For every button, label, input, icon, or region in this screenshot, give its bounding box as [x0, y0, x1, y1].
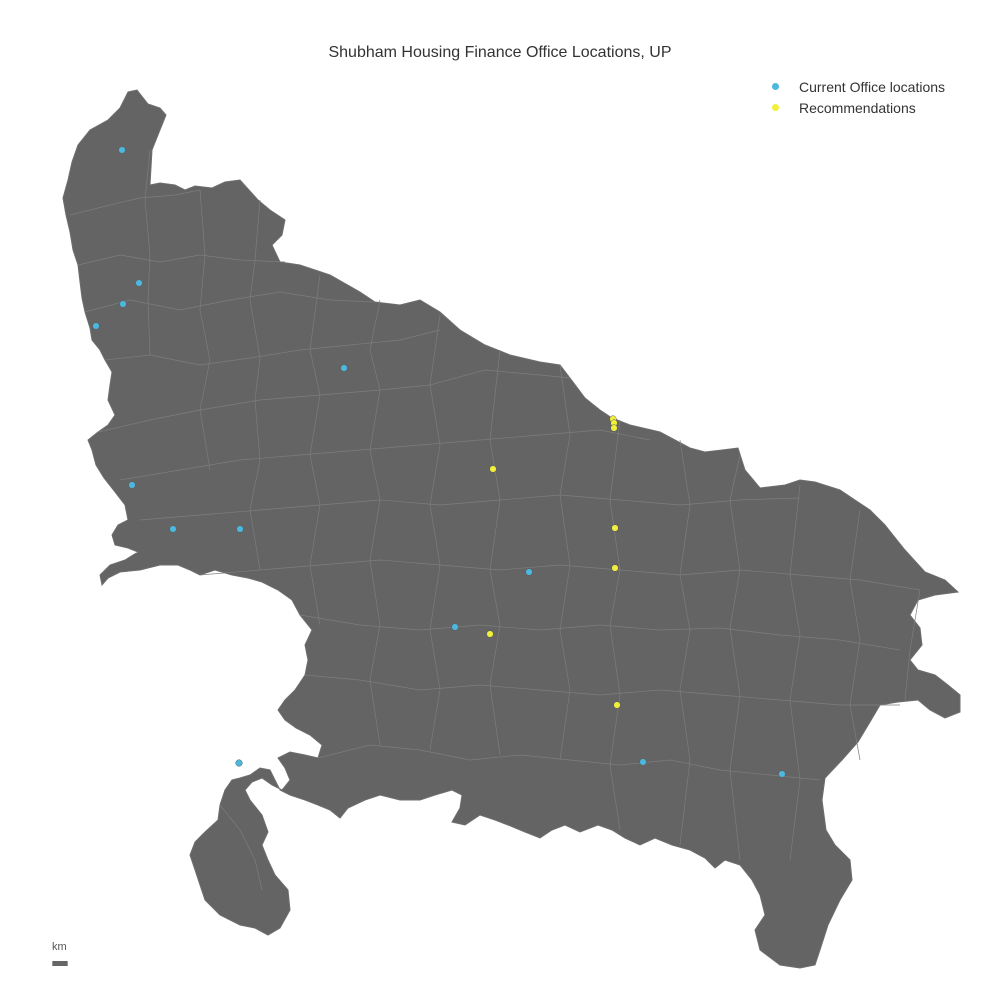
- current-office-marker-12: [639, 758, 647, 766]
- recommendation-marker-8: [613, 701, 621, 709]
- legend-label-current: Current Office locations: [799, 78, 946, 95]
- current-office-marker-6: [128, 481, 136, 489]
- current-office-marker-13: [778, 770, 786, 778]
- current-office-marker-3: [119, 300, 127, 308]
- state-outline: [62, 89, 961, 969]
- recommendation-marker-6: [611, 564, 619, 572]
- scale-unit: km: [52, 941, 67, 953]
- scale-bar: km: [52, 941, 68, 966]
- recommendation-marker-5: [611, 524, 619, 532]
- legend-swatch-recommendations: [772, 104, 779, 111]
- district-boundaries: [69, 149, 921, 891]
- current-office-marker-7: [169, 525, 177, 533]
- legend-label-recommendations: Recommendations: [799, 99, 916, 116]
- recommendation-marker-3: [610, 424, 618, 432]
- recommendation-marker-7: [486, 630, 494, 638]
- current-office-marker-10: [451, 623, 459, 631]
- current-office-marker-9: [525, 568, 533, 576]
- current-office-marker-2: [135, 279, 143, 287]
- current-office-marker-5: [340, 364, 348, 372]
- recommendation-markers: [486, 415, 621, 709]
- current-office-marker-1: [118, 146, 126, 154]
- current-office-marker-11: [235, 759, 243, 767]
- legend-swatch-current: [772, 83, 779, 90]
- current-office-marker-4: [92, 322, 100, 330]
- map-title: Shubham Housing Finance Office Locations…: [328, 44, 672, 61]
- scale-bar-graphic: [52, 961, 68, 966]
- map-legend: Current Office locations Recommendations: [768, 76, 945, 118]
- legend-item-recommendations: Recommendations: [768, 97, 945, 118]
- current-office-markers: [92, 146, 786, 778]
- current-office-marker-8: [236, 525, 244, 533]
- legend-item-current: Current Office locations: [768, 76, 945, 97]
- recommendation-marker-4: [489, 465, 497, 473]
